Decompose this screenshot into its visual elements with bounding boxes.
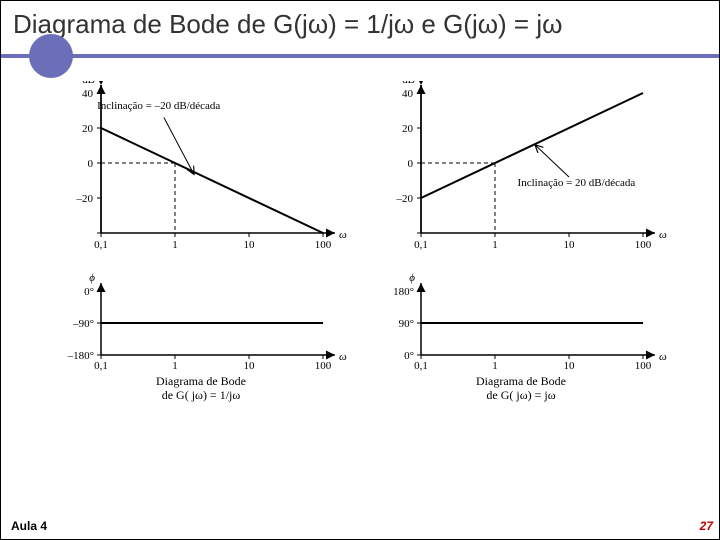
svg-text:100: 100 — [315, 239, 332, 251]
svg-text:–20: –20 — [76, 193, 94, 205]
svg-text:180°: 180° — [393, 286, 414, 298]
svg-text:0°: 0° — [84, 286, 94, 298]
svg-text:0,1: 0,1 — [94, 360, 108, 372]
svg-text:10: 10 — [564, 239, 576, 251]
svg-text:Inclinação = –20 dB/década: Inclinação = –20 dB/década — [97, 100, 220, 112]
bode-plots: –2002040dB0,1110100ωInclinação = –20 dB/… — [61, 81, 681, 511]
svg-text:0,1: 0,1 — [414, 360, 428, 372]
svg-text:20: 20 — [82, 123, 94, 135]
title-bar: Diagrama de Bode de G(jω) = 1/jω e G(jω)… — [1, 1, 719, 76]
svg-text:20: 20 — [402, 123, 414, 135]
svg-text:0°: 0° — [404, 350, 414, 362]
svg-text:40: 40 — [82, 88, 94, 100]
svg-text:Diagrama de Bode: Diagrama de Bode — [156, 374, 246, 388]
footer-left: Aula 4 — [11, 519, 47, 533]
svg-text:40: 40 — [402, 88, 414, 100]
svg-text:ω: ω — [339, 229, 347, 241]
svg-text:ω: ω — [659, 229, 667, 241]
svg-text:1: 1 — [492, 360, 498, 372]
svg-text:0: 0 — [408, 158, 414, 170]
svg-text:dB: dB — [402, 81, 415, 86]
svg-text:1: 1 — [172, 360, 178, 372]
svg-text:100: 100 — [315, 360, 332, 372]
svg-text:90°: 90° — [399, 318, 414, 330]
svg-text:Diagrama de Bode: Diagrama de Bode — [476, 374, 566, 388]
title-dot — [29, 34, 73, 78]
svg-text:ω: ω — [659, 351, 667, 363]
title-underline — [1, 54, 719, 58]
svg-text:ϕ: ϕ — [409, 272, 415, 284]
svg-text:–180°: –180° — [67, 350, 94, 362]
svg-text:de G( jω) = 1/jω: de G( jω) = 1/jω — [162, 388, 241, 402]
svg-text:100: 100 — [635, 239, 652, 251]
svg-text:10: 10 — [564, 360, 576, 372]
svg-text:10: 10 — [244, 239, 256, 251]
svg-text:ω: ω — [339, 351, 347, 363]
svg-text:1: 1 — [172, 239, 178, 251]
svg-text:100: 100 — [635, 360, 652, 372]
svg-text:dB: dB — [82, 81, 95, 86]
svg-text:1: 1 — [492, 239, 498, 251]
svg-text:10: 10 — [244, 360, 256, 372]
svg-text:Inclinação = 20 dB/década: Inclinação = 20 dB/década — [518, 177, 636, 189]
svg-text:–20: –20 — [396, 193, 414, 205]
page-title: Diagrama de Bode de G(jω) = 1/jω e G(jω)… — [13, 9, 707, 40]
svg-text:–90°: –90° — [72, 318, 94, 330]
svg-text:0,1: 0,1 — [414, 239, 428, 251]
svg-text:de G( jω) = jω: de G( jω) = jω — [486, 388, 555, 402]
footer-page-number: 27 — [700, 519, 713, 533]
svg-text:0,1: 0,1 — [94, 239, 108, 251]
svg-text:0: 0 — [88, 158, 94, 170]
svg-text:ϕ: ϕ — [89, 272, 95, 284]
